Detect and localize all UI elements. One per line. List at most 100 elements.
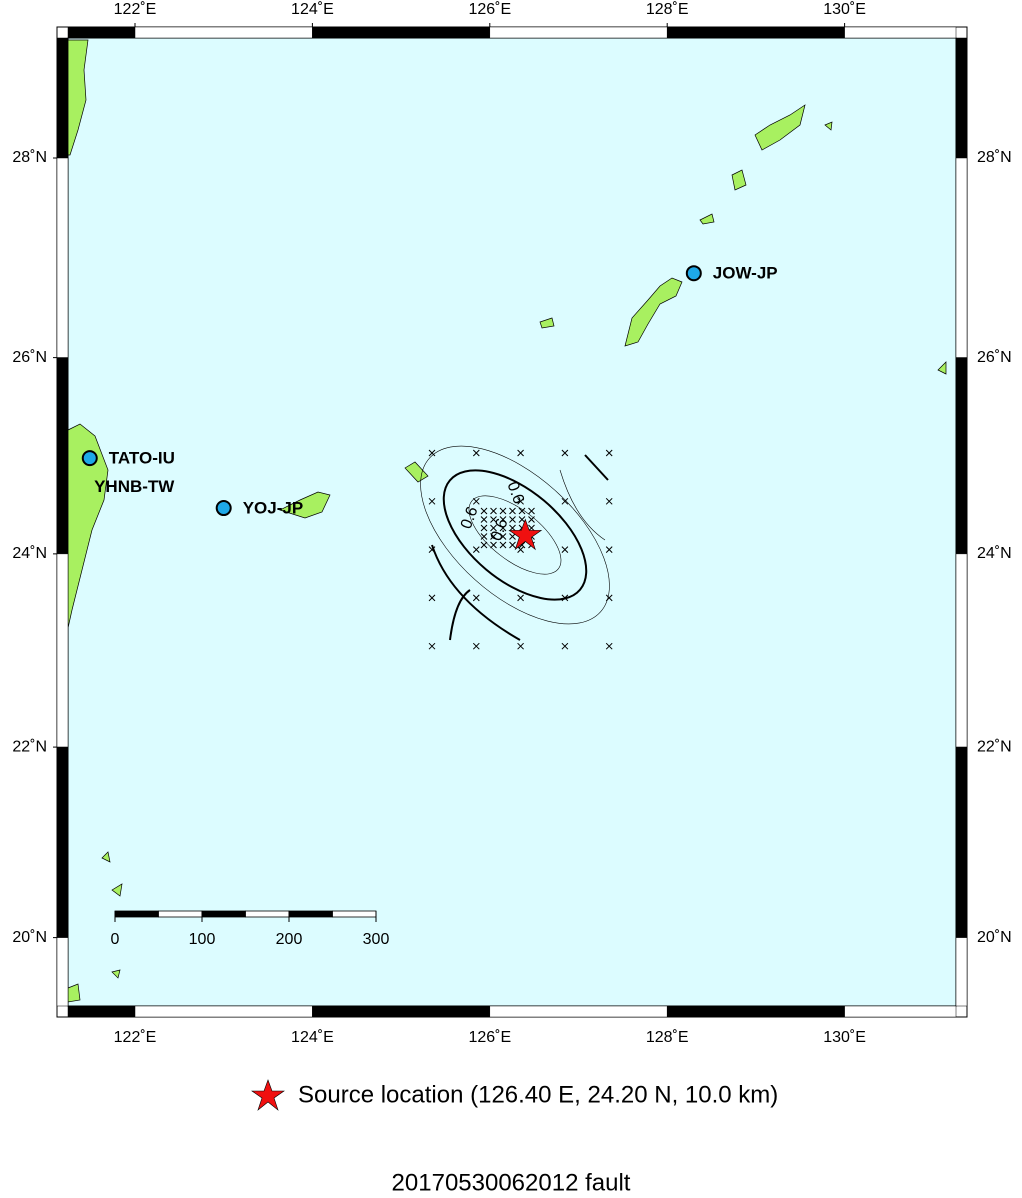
frame-bar [56, 553, 69, 748]
frame-bar [56, 937, 69, 1007]
scale-label: 100 [189, 931, 216, 948]
grid-point [605, 546, 613, 553]
scale-bar [245, 910, 290, 918]
grid-point [528, 524, 535, 532]
grid-point [480, 524, 488, 532]
lon-label: 130˚E [823, 1, 866, 18]
frame-bar [844, 1005, 957, 1018]
grid-point [605, 449, 613, 457]
grid-point [428, 497, 436, 505]
scale-bar [201, 910, 246, 918]
lon-label: 126˚E [468, 1029, 511, 1046]
grid-point [490, 507, 497, 515]
lon-label: 124˚E [291, 1, 334, 18]
frame-bar [56, 157, 69, 358]
grid-point [472, 594, 480, 602]
grid-point [499, 533, 507, 540]
station-label: TATO-IU [109, 449, 175, 468]
station [215, 500, 232, 517]
frame-bar [666, 1005, 845, 1018]
sea [67, 37, 957, 1007]
frame-bar [666, 26, 845, 39]
grid-point [517, 497, 524, 505]
grid-point [561, 449, 569, 457]
frame-bar [312, 26, 491, 39]
grid-point [605, 497, 613, 505]
frame-bar [134, 1005, 313, 1018]
frame-bar [489, 26, 668, 39]
grid-point [428, 546, 436, 553]
lat-label: 20˚N [12, 929, 47, 946]
grid-point [480, 516, 488, 523]
grid-point [561, 594, 569, 602]
lon-label: 128˚E [646, 1, 689, 18]
grid-point [480, 533, 488, 540]
frame-bar [955, 37, 968, 159]
station-label: YOJ-JP [243, 499, 303, 518]
legend-star [251, 1079, 285, 1111]
legend-text: Source location (126.40 E, 24.20 N, 10.0… [298, 1081, 778, 1108]
frame-bar [955, 746, 968, 938]
scale-bar [158, 910, 203, 918]
grid-point [472, 642, 480, 650]
frame-bar [955, 357, 968, 555]
grid-point [517, 449, 524, 457]
grid-point [490, 541, 497, 549]
grid-point [605, 642, 613, 650]
station-label: JOW-JP [713, 264, 778, 283]
grid-point [509, 516, 516, 523]
grid-point [561, 497, 569, 505]
frame-bar [134, 26, 313, 39]
grid-point [480, 541, 488, 549]
grid-point [517, 546, 524, 553]
grid-point [528, 507, 535, 515]
scale-label: 0 [111, 931, 120, 948]
frame-bar [955, 157, 968, 358]
grid-point [472, 546, 480, 553]
lon-label: 124˚E [291, 1029, 334, 1046]
lat-label: 24˚N [977, 545, 1012, 562]
contours [420, 445, 610, 641]
grid-point [561, 546, 569, 553]
scale-label: 300 [363, 931, 390, 948]
land [67, 39, 947, 1003]
lat-label: 22˚N [977, 738, 1012, 755]
lat-label: 28˚N [977, 149, 1012, 166]
frame-bar [312, 1005, 491, 1018]
grid-point [517, 642, 524, 650]
station-label: YHNB-TW [94, 477, 175, 496]
lat-label: 28˚N [12, 149, 47, 166]
lat-label: 24˚N [12, 545, 47, 562]
lon-label: 128˚E [646, 1029, 689, 1046]
lat-label: 26˚N [977, 349, 1012, 366]
frame-bar [56, 357, 69, 555]
grid-point [518, 507, 526, 515]
grid-point [499, 524, 507, 532]
frame-bar [955, 553, 968, 748]
scale-label: 200 [276, 931, 303, 948]
frame-bar [489, 1005, 668, 1018]
lon-label: 122˚E [114, 1, 157, 18]
contour-label: 0.6 [503, 480, 527, 507]
grid-point [490, 533, 497, 540]
figure-title: 20170530062012 fault [392, 1169, 631, 1193]
grid-point [528, 516, 535, 523]
scale-bar [114, 910, 159, 918]
grid-point [499, 516, 507, 523]
grid-point [509, 524, 516, 532]
lat-label: 22˚N [12, 738, 47, 755]
frame-bar [955, 937, 968, 1007]
grid-point [518, 516, 526, 523]
grid-point [499, 541, 507, 549]
grid-point [472, 449, 480, 457]
grid-point [499, 507, 507, 515]
grid-point [605, 594, 613, 602]
frame-bar [56, 746, 69, 938]
contour-label: 0.6 [458, 504, 482, 531]
frame-bar [844, 26, 957, 39]
grid-point [561, 642, 569, 650]
grid-point [517, 594, 524, 602]
grid-point [490, 516, 497, 523]
grid-point [472, 497, 480, 505]
